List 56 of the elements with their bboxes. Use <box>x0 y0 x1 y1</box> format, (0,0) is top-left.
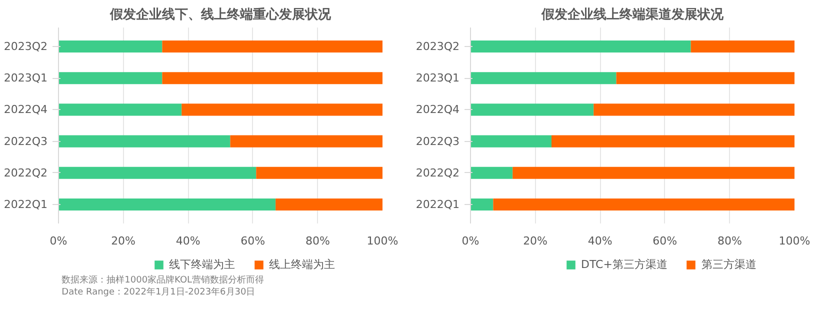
y-tick-label: 2022Q4 <box>4 103 48 116</box>
source-note: 数据来源：抽样1000家品牌KOL营销数据分析而得 <box>62 274 264 286</box>
x-tick-label: 20% <box>523 234 548 248</box>
y-tick-label: 2023Q1 <box>4 72 48 85</box>
x-tick-label: 80% <box>305 234 330 248</box>
x-tick-label: 80% <box>717 234 742 248</box>
y-tick-label: 2022Q1 <box>416 198 460 212</box>
legend-label: DTC+第三方渠道 <box>581 257 668 272</box>
y-tick-label: 2022Q2 <box>416 166 460 180</box>
y-tick-label: 2022Q2 <box>4 166 48 180</box>
chart-title: 假发企业线下、线上终端重心发展状况 <box>109 6 332 22</box>
bar <box>594 104 794 116</box>
y-tick-label: 2023Q2 <box>416 40 460 53</box>
x-tick-label: 100% <box>778 234 810 248</box>
text: Date Range：2022年1月1日-2023年6月30日 <box>62 286 256 298</box>
y-tick-label: 2022Q1 <box>4 198 48 212</box>
bar <box>493 198 794 211</box>
bar <box>616 72 794 84</box>
legend-label: 线下终端为主 <box>169 257 235 272</box>
bar <box>552 135 794 148</box>
bar <box>58 40 162 52</box>
legend-label: 第三方渠道 <box>701 257 756 272</box>
bar <box>470 104 594 116</box>
x-tick-label: 60% <box>652 234 678 248</box>
x-tick-label: 0% <box>50 234 68 248</box>
bar <box>470 72 616 84</box>
y-tick-label: 2022Q3 <box>416 134 460 148</box>
x-tick-label: 20% <box>111 234 136 248</box>
bar <box>58 198 276 211</box>
x-tick-label: 0% <box>462 234 480 248</box>
x-tick-label: 40% <box>176 234 200 248</box>
bar <box>58 104 182 116</box>
bar <box>162 40 382 52</box>
bar <box>162 72 382 84</box>
bar <box>470 40 691 52</box>
y-tick-label: 2022Q3 <box>4 134 48 148</box>
x-tick-label: 60% <box>240 234 266 248</box>
y-tick-label: 2023Q2 <box>4 40 48 53</box>
bar <box>512 166 794 179</box>
bar <box>276 198 382 211</box>
bar <box>58 166 256 179</box>
bar <box>182 104 382 116</box>
chart-title: 假发企业线上终端渠道发展状况 <box>540 6 724 22</box>
bar <box>58 72 162 84</box>
legend-label: 线上终端为主 <box>269 257 335 272</box>
x-tick-label: 40% <box>588 234 612 248</box>
bar <box>58 135 230 148</box>
x-tick-label: 100% <box>366 234 398 248</box>
bar <box>470 166 513 179</box>
bar <box>470 198 494 211</box>
y-tick-label: 2023Q1 <box>416 72 460 85</box>
bar <box>690 40 794 52</box>
bar <box>470 135 552 148</box>
y-tick-label: 2022Q4 <box>416 103 460 116</box>
bar <box>230 135 382 148</box>
bar <box>256 166 382 179</box>
